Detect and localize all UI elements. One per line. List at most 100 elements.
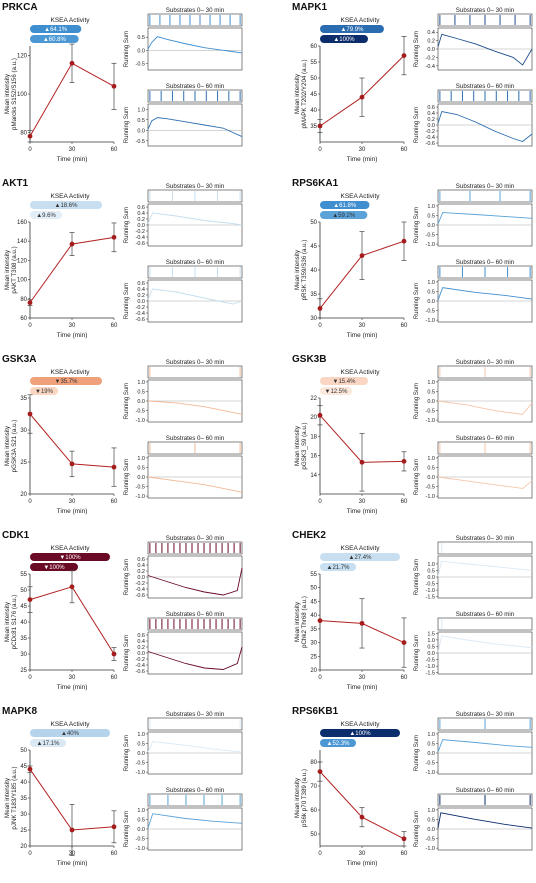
rs-y-tick-label: -0.4: [136, 663, 145, 669]
running-sum-label: Running Sum: [124, 559, 130, 595]
x-tick-label: 30: [69, 499, 76, 505]
rs-y-tick-label: -0.4: [136, 235, 145, 241]
running-sum-label: Running Sum: [414, 107, 420, 143]
data-point: [111, 234, 117, 240]
x-tick-label: 30: [69, 675, 76, 681]
rs-y-tick-label: -1.0: [136, 770, 145, 776]
substrate-strip: [147, 717, 243, 731]
rs-y-tick-label: 0.0: [427, 827, 435, 833]
rs-y-tick-label: 1.0: [137, 107, 145, 113]
rs-y-tick-label: 1.0: [427, 204, 435, 210]
rs-y-tick-label: 1.0: [137, 808, 145, 814]
data-point: [27, 766, 33, 772]
running-sum-line: [147, 36, 243, 54]
x-tick-label: 0: [318, 675, 322, 681]
ksea-bar-label: ▲61.8%: [333, 203, 357, 209]
kinase-title: RPS6KA1: [292, 178, 339, 189]
x-tick-label: 0: [318, 851, 322, 857]
substrates-title: Substrates 0– 60 min: [456, 611, 515, 618]
substrates-title: Substrates 0– 30 min: [166, 535, 225, 542]
ksea-bar-label: ▼100%: [59, 555, 81, 561]
panel-gsk3a: GSK3A KSEA Activity ▼35.7%▼19% 20 25 30 35 0 30 6…: [2, 354, 243, 515]
running-sum-label: Running Sum: [124, 811, 130, 847]
y-tick-label: 25: [20, 668, 27, 674]
y-tick-label: 35: [310, 124, 317, 130]
rs-y-tick-label: -1.0: [136, 846, 145, 852]
y-tick-label: 20: [310, 415, 317, 421]
y-tick-label: 40: [310, 613, 317, 619]
ksea-activity-label: KSEA Activity: [50, 721, 90, 728]
rs-y-tick-label: 0.0: [427, 223, 435, 229]
data-point: [69, 241, 75, 247]
x-tick-label: 30: [359, 675, 366, 681]
x-axis-label: Time (min): [347, 332, 378, 339]
rs-y-tick-label: 0.5: [427, 741, 435, 747]
data-point: [401, 640, 407, 645]
y-tick-label: 50: [310, 76, 317, 82]
y-tick-label: 25: [20, 460, 27, 466]
rs-y-tick-label: -1.5: [426, 671, 435, 677]
rs-y-tick-label: 0.0: [427, 123, 435, 129]
data-point: [317, 123, 323, 129]
y-axis-label: Mean intensity: [294, 249, 301, 290]
x-axis-label: Time (min): [57, 508, 88, 515]
running-sum-label: Running Sum: [414, 459, 420, 495]
rs-y-tick-label: 1.0: [427, 638, 435, 644]
ksea-bar-label: ▼19%: [35, 389, 54, 395]
rs-y-tick-label: -0.4: [426, 64, 435, 70]
panel-mapk8: MAPK8 KSEA Activity ▲40%▲17.1% 20 25 30 35 40 45…: [2, 706, 243, 867]
data-point: [317, 412, 323, 418]
y-axis-label-2: pChk2 Thr68 (a.u.): [301, 596, 308, 648]
y-tick-label: 30: [20, 652, 27, 658]
rs-y-tick-label: -1.0: [426, 846, 435, 852]
y-tick-label: 25: [310, 654, 317, 660]
x-tick-label: 30: [359, 147, 366, 153]
y-tick-label: 30: [310, 316, 317, 322]
substrate-strip: [147, 365, 243, 379]
rs-y-tick-label: 0.0: [427, 475, 435, 481]
ksea-activity-label: KSEA Activity: [50, 17, 90, 24]
rs-y-tick-label: 0.0: [137, 475, 145, 481]
rs-y-tick-label: -0.5: [426, 658, 435, 664]
data-point: [111, 464, 117, 470]
kinase-title: MAPK1: [292, 2, 327, 13]
y-tick-label: 55: [310, 572, 317, 578]
data-point: [317, 306, 323, 311]
rs-y-tick-label: -0.2: [136, 305, 145, 311]
x-tick-label: 30: [359, 499, 366, 505]
rs-y-tick-label: 0.5: [137, 118, 145, 124]
rs-y-tick-label: 0.0: [427, 399, 435, 405]
y-tick-label: 30: [310, 641, 317, 647]
running-sum-line: [147, 212, 243, 226]
rs-y-tick-label: -1.0: [426, 588, 435, 594]
substrates-title: Substrates 0– 30 min: [456, 359, 515, 366]
rs-y-tick-label: -1.0: [426, 770, 435, 776]
y-tick-label: 20: [20, 844, 27, 850]
ksea-bar: [30, 553, 110, 561]
running-sum-label: Running Sum: [414, 811, 420, 847]
y-tick-label: 20: [310, 668, 317, 674]
running-sum-label: Running Sum: [124, 735, 130, 771]
substrate-strip: [437, 541, 533, 555]
ksea-bar: [320, 739, 356, 747]
substrates-title: Substrates 0– 60 min: [166, 435, 225, 442]
running-sum-line: [437, 635, 533, 653]
rs-y-tick-label: 0.4: [137, 639, 145, 645]
substrate-strip: [147, 13, 243, 27]
x-tick-label: 0: [28, 323, 32, 329]
rs-y-tick-label: 0.2: [427, 117, 435, 123]
data-point: [401, 458, 407, 464]
data-point: [69, 584, 75, 590]
kinase-title: RPS6KB1: [292, 706, 339, 717]
y-tick-label: 16: [310, 454, 317, 460]
running-sum-label: Running Sum: [124, 635, 130, 671]
rs-frame: [147, 27, 243, 71]
y-tick-label: 14: [310, 473, 317, 479]
ksea-bar: [320, 553, 400, 561]
rs-y-tick-label: -0.2: [136, 229, 145, 235]
y-tick-label: 60: [310, 808, 317, 814]
ksea-bar: [320, 25, 384, 33]
rs-y-tick-label: 1.0: [427, 380, 435, 386]
running-sum-line: [437, 212, 533, 225]
y-axis-label: Mean intensity: [294, 777, 301, 818]
